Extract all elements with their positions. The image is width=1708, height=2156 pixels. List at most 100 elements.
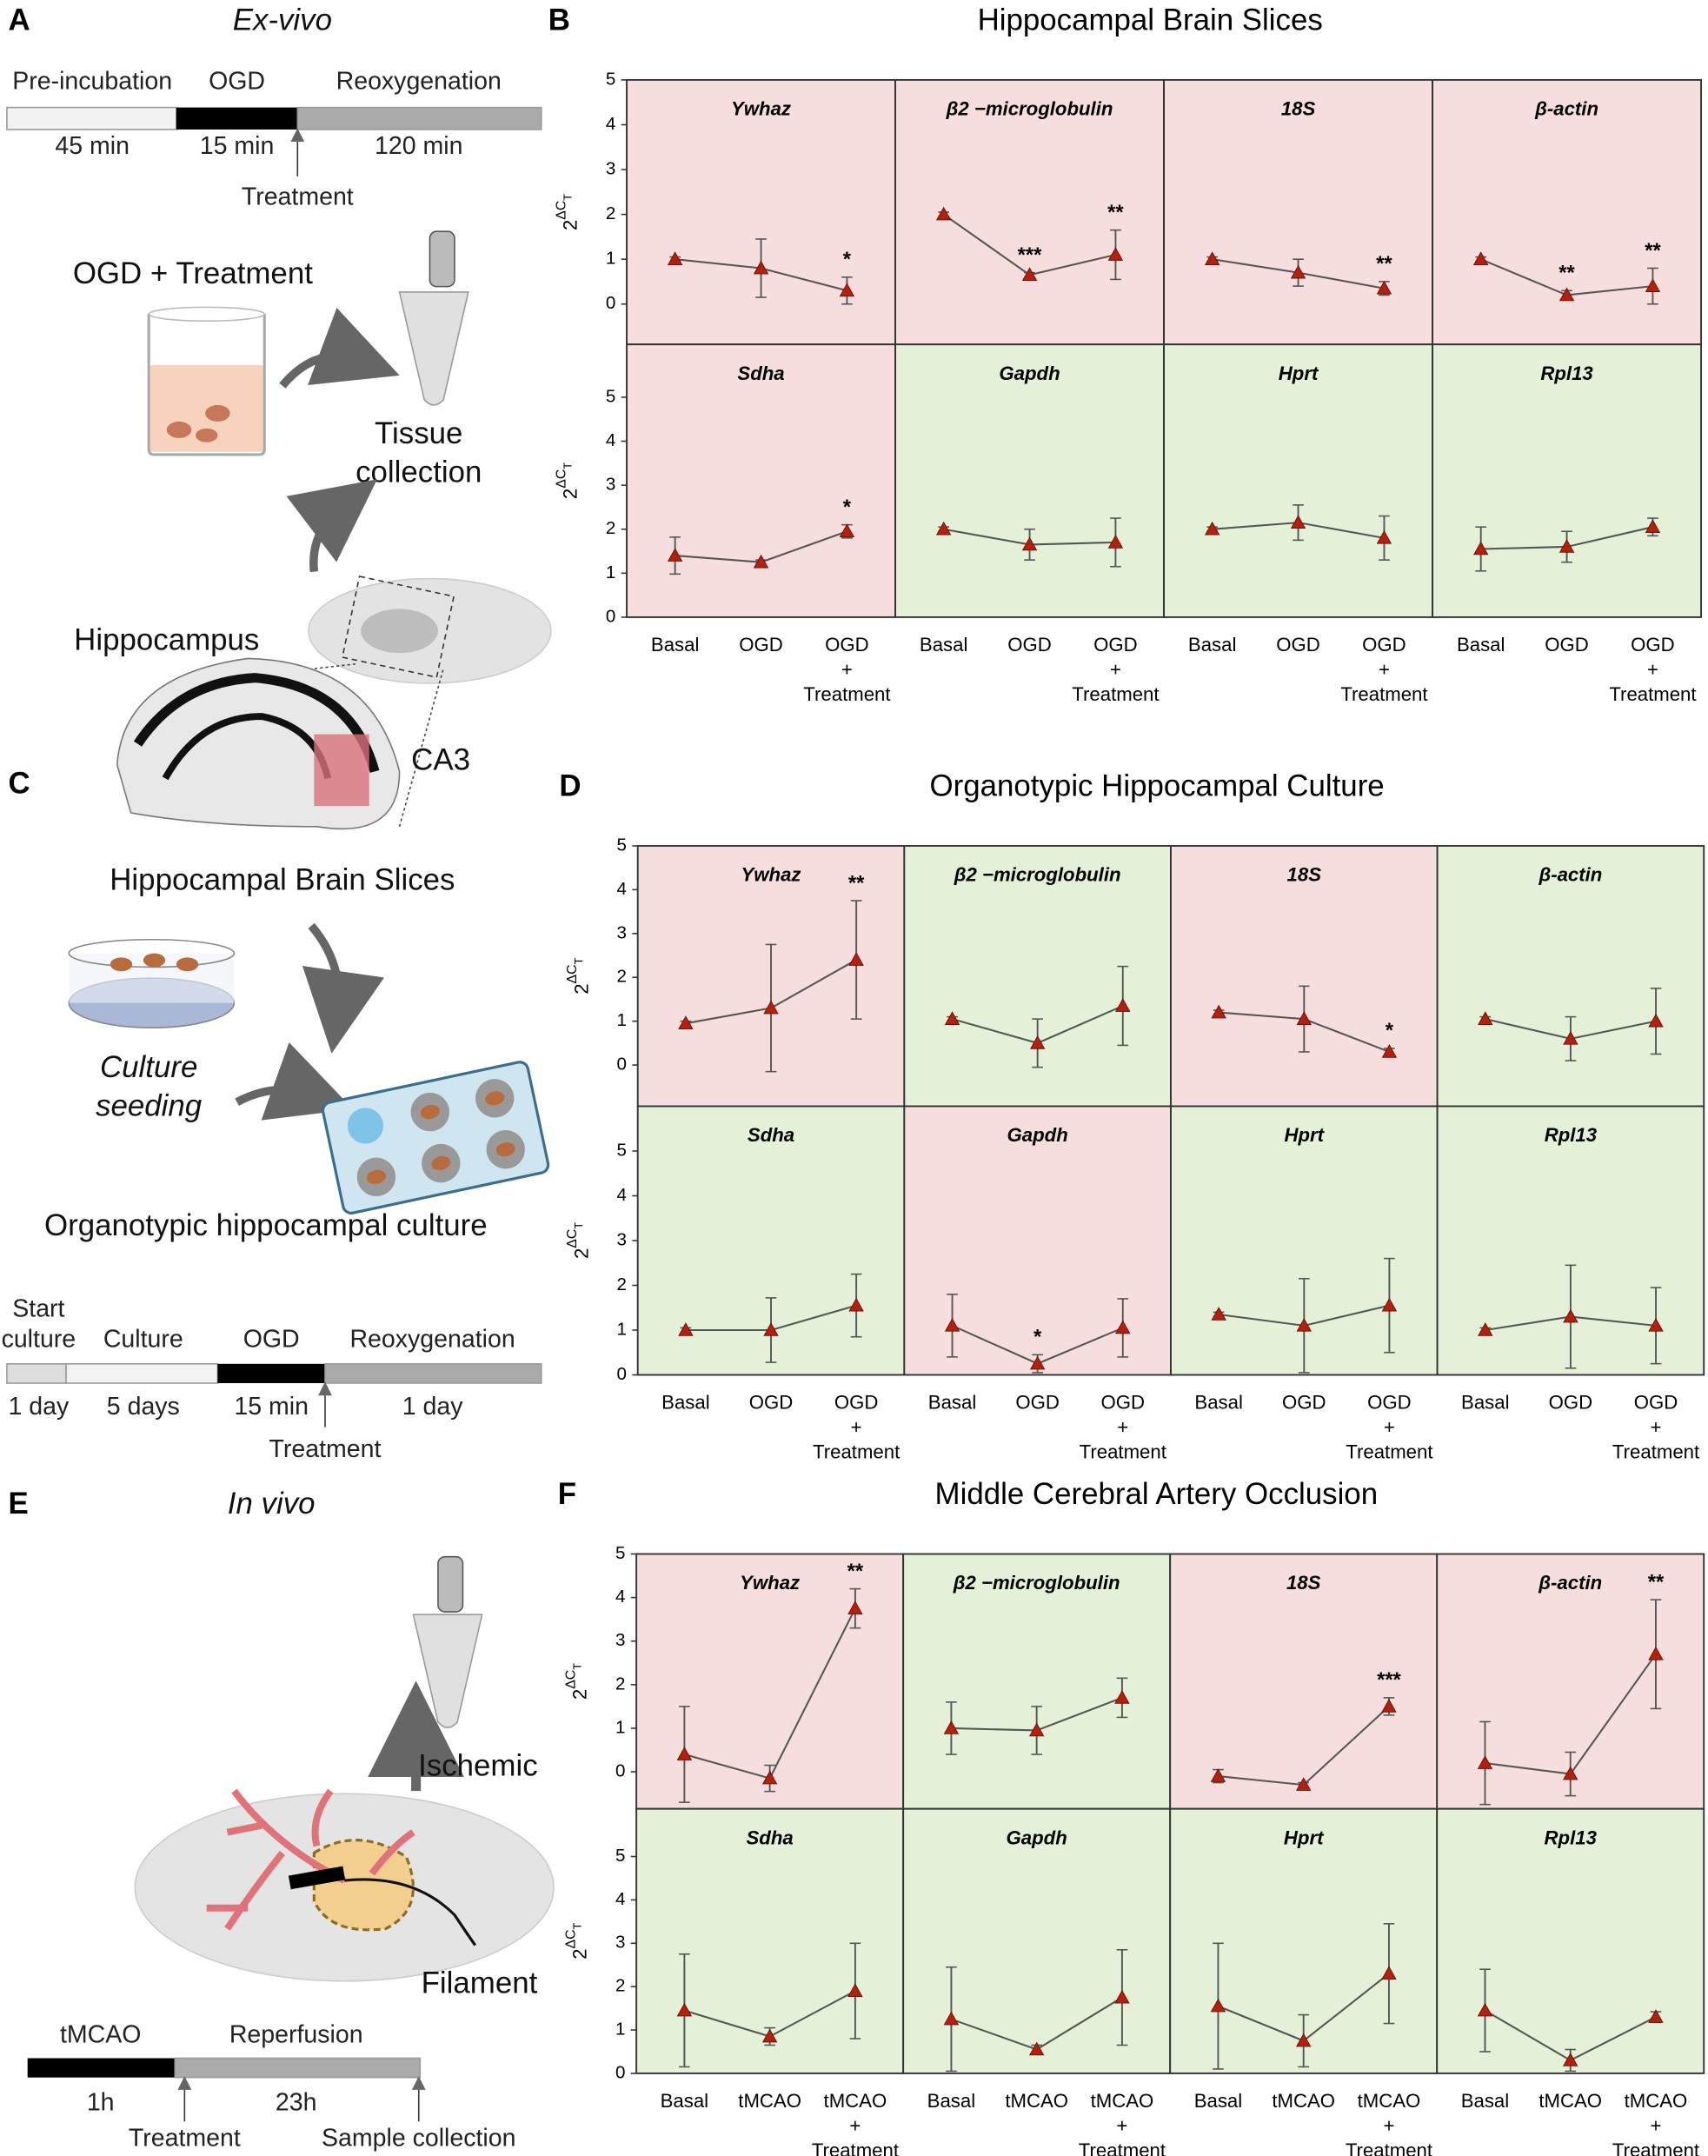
y-tick-label: 2 <box>617 967 627 987</box>
timeline-bar <box>65 1363 219 1384</box>
significance: ** <box>1376 252 1392 276</box>
data-point <box>1563 1766 1578 1780</box>
x-tick-label: Treatment <box>1609 683 1696 705</box>
data-point <box>1021 536 1038 551</box>
hippocampus-slice <box>116 657 401 830</box>
data-point <box>1204 251 1220 265</box>
y-axis-label: 2ΔCT <box>564 1663 591 1700</box>
x-tick-label: OGD <box>739 634 783 655</box>
y-label-subscript: T <box>572 1663 584 1670</box>
ischemic-label: Ischemic <box>418 1748 538 1782</box>
y-tick-label: 4 <box>606 114 615 134</box>
data-point <box>1114 1689 1130 1704</box>
significance: *** <box>1377 1668 1401 1692</box>
y-axis-label: 2ΔCT <box>565 957 592 994</box>
panel-label: E <box>9 1487 29 1521</box>
x-tick-label: OGD <box>1549 1392 1593 1414</box>
y-label-base: 2 <box>570 983 592 994</box>
x-tick-label: OGD <box>749 1392 794 1414</box>
subplot-title: Hprt <box>1279 363 1319 384</box>
filament-label: Filament <box>422 1966 538 2000</box>
y-label-base: 2 <box>560 489 582 499</box>
x-tick-label: Basal <box>920 634 967 655</box>
data-point <box>1477 2002 1493 2017</box>
subplot-title: Gapdh <box>1007 1827 1067 1848</box>
subplot-background <box>902 1553 1172 1810</box>
x-tick-label: Treatment <box>1340 683 1427 705</box>
timeline-step: Reperfusion <box>229 2021 363 2049</box>
data-point <box>935 521 952 536</box>
data-point <box>1381 1966 1397 1980</box>
brain <box>134 1788 555 1982</box>
x-tick-label: Treatment <box>1346 1441 1432 1463</box>
x-tick-label: Basal <box>1194 1392 1242 1414</box>
x-tick-label: OGD <box>825 634 869 655</box>
y-tick-label: 3 <box>615 1630 625 1650</box>
data-point <box>1029 1355 1046 1370</box>
data-point <box>847 1600 863 1614</box>
timeline-duration: 5 days <box>107 1393 180 1421</box>
data-point <box>944 1317 960 1332</box>
data-point <box>1115 1320 1131 1334</box>
subplot-background <box>1170 845 1439 1108</box>
data-point <box>1472 251 1489 265</box>
data-point <box>1558 287 1575 302</box>
data-point <box>1029 1035 1046 1049</box>
panel-label: F <box>558 1477 576 1511</box>
data-point <box>1296 1317 1313 1332</box>
data-point <box>1648 2009 1664 2023</box>
subplot-title: Ywhaz <box>741 864 801 886</box>
treatment-label: Treatment <box>242 183 354 211</box>
y-tick-label: 0 <box>606 606 615 626</box>
x-tick-label: + <box>1383 2115 1394 2137</box>
y-tick-label: 1 <box>606 249 615 269</box>
x-tick-label: + <box>1116 2115 1127 2137</box>
x-tick-label: tMCAO <box>1539 2090 1602 2112</box>
y-tick-label: 4 <box>617 1185 627 1205</box>
x-tick-label: tMCAO <box>824 2090 887 2112</box>
data-point <box>1376 280 1392 295</box>
data-point <box>839 523 855 538</box>
significance: * <box>1033 1326 1042 1349</box>
x-tick-label: tMCAO <box>1272 2090 1335 2112</box>
data-point <box>678 1322 694 1336</box>
timeline-duration: 15 min <box>234 1393 309 1421</box>
y-label-base: 2 <box>569 1948 591 1959</box>
data-point <box>848 1297 864 1312</box>
data-point <box>839 283 855 297</box>
y-tick-label: 2 <box>606 203 615 223</box>
x-tick-label: OGD <box>1093 634 1138 655</box>
x-tick-label: tMCAO <box>1005 2090 1068 2112</box>
timeline-step: Pre-incubation <box>12 68 172 96</box>
timeline-step: OGD <box>243 1325 300 1353</box>
y-tick-label: 3 <box>617 922 627 942</box>
timeline-duration: 15 min <box>200 132 275 160</box>
y-tick-label: 5 <box>615 1543 625 1563</box>
x-tick-label: OGD <box>834 1392 879 1414</box>
x-tick-label: + <box>841 659 853 681</box>
data-point <box>761 1770 778 1785</box>
timeline-bar <box>296 106 542 130</box>
panel-title: In vivo <box>228 1487 316 1521</box>
arrow <box>279 307 400 389</box>
x-tick-label: Treatment <box>813 1441 900 1463</box>
timeline-duration: 1h <box>87 2088 115 2116</box>
timeline-duration: 45 min <box>55 132 130 160</box>
timeline-bar <box>217 1363 325 1384</box>
x-tick-label: + <box>849 2115 861 2137</box>
data-point <box>1376 529 1392 544</box>
timeline-duration: 23h <box>276 2088 317 2116</box>
brain <box>308 576 552 684</box>
data-point <box>676 1747 693 1760</box>
y-label-exponent: ΔC <box>564 1670 579 1689</box>
y-tick-label: 1 <box>606 562 615 582</box>
x-tick-label: OGD <box>1634 1392 1678 1414</box>
chart-title: Middle Cerebral Artery Occlusion <box>935 1477 1379 1511</box>
y-tick-label: 0 <box>617 1364 627 1384</box>
y-label-exponent: ΔC <box>564 1929 579 1948</box>
x-tick-label: Basal <box>1461 2090 1509 2112</box>
y-tick-label: 5 <box>617 835 627 855</box>
timeline-step: Reoxygenation <box>336 68 502 96</box>
data-point <box>943 1720 960 1734</box>
y-tick-label: 3 <box>606 158 615 178</box>
